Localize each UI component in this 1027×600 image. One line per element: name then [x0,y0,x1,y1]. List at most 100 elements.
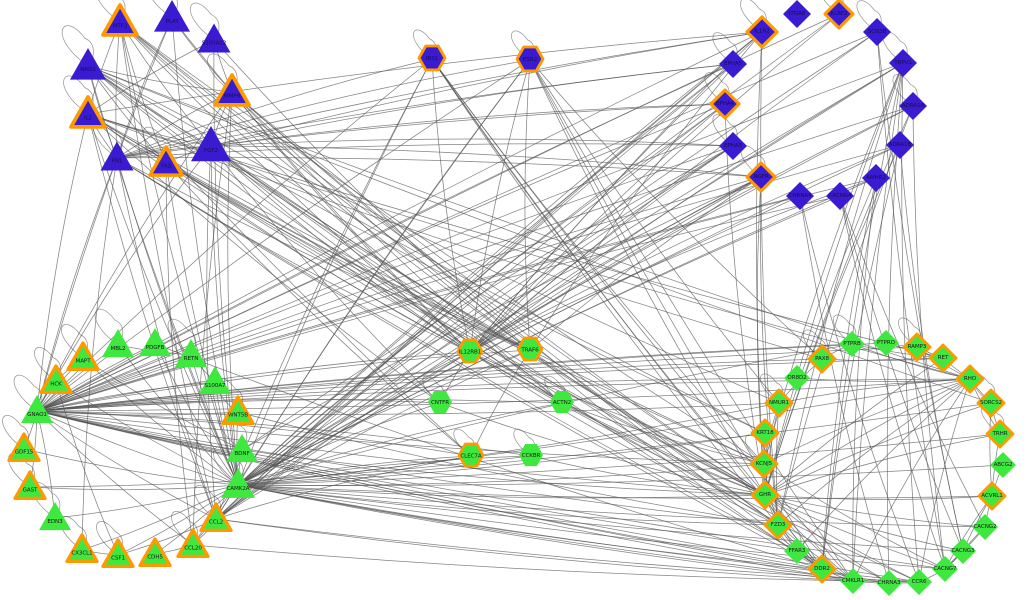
graph-node-epha5[interactable]: EPHA5 [717,48,749,80]
graph-node-cckbr[interactable]: CCKBR [517,442,545,470]
graph-node-ccr6[interactable]: CCR6 [904,567,934,597]
graph-node-ptpro[interactable]: PTPRO [871,328,901,358]
graph-edge [821,144,901,570]
diamond-shape [950,538,976,564]
graph-node-mbl2[interactable]: MBL2 [100,327,136,363]
graph-node-itga8[interactable]: ITGA8 [781,0,813,30]
graph-edge [724,103,766,496]
graph-node-cntfr[interactable]: CNTFR [426,389,454,417]
graph-node-il12rb1[interactable]: IL12RB1 [453,335,486,368]
graph-edge [119,21,531,351]
graph-edge [469,105,914,353]
graph-node-nrg1[interactable]: NRG1 [68,46,108,86]
graph-node-trhr[interactable]: TRHR [982,416,1018,452]
graph-edge [876,31,946,570]
diamond-shape [899,92,927,120]
diamond-shape [863,18,891,46]
graph-node-fn1[interactable]: FN1 [99,140,136,177]
graph-edge [764,62,904,496]
graph-node-trpv1[interactable]: TRPV1 [887,47,919,79]
diamond-shape [750,480,780,510]
graph-node-gnao1[interactable]: GNAO1 [19,393,55,429]
graph-edge [237,195,801,486]
graph-node-esr2[interactable]: ESR2 [512,42,548,78]
hexagon-shape [516,336,544,362]
graph-edge [36,177,877,412]
graph-edge [36,31,763,412]
graph-edge [210,103,726,147]
graph-node-traf6[interactable]: TRAF6 [513,333,546,366]
graph-node-klrf2[interactable]: KLRF2 [820,0,858,33]
graph-node-fas[interactable]: FAS [144,141,187,184]
graph-edge [231,91,766,496]
graph-edge [469,13,840,353]
graph-node-csf1[interactable]: CSF1 [98,535,139,576]
graph-edge [87,65,766,496]
graph-edge [237,484,779,526]
graph-node-chrna4[interactable]: CHRNA4 [784,180,816,212]
diamond-shape [783,0,811,28]
graph-node-ddr2[interactable]: DDR2 [804,551,840,587]
graph-node-mmp9[interactable]: MMP9 [209,69,254,114]
graph-edge [237,62,904,486]
graph-edge [87,113,766,496]
diamond-shape [784,365,810,391]
graph-node-adra1b[interactable]: ADRA1B [884,129,916,161]
graph-edge [36,59,531,412]
graph-edge [87,65,233,93]
graph-node-ngfr[interactable]: NGFR [742,158,780,196]
graph-node-cx3cl1[interactable]: CX3CL1 [62,530,103,571]
graph-edge [116,157,239,486]
triangle-shape [100,141,134,171]
diamond-shape [928,343,958,373]
graph-node-bdnf[interactable]: BDNF [224,432,260,468]
graph-node-mtf2[interactable]: MTF2 [97,0,142,45]
graph-node-irs1[interactable]: IRS1 [414,41,450,77]
graph-node-plat[interactable]: PLAT [152,0,192,38]
graph-edge [760,176,779,526]
graph-node-abcg2[interactable]: ABCG2 [988,450,1018,480]
graph-edge [190,354,239,486]
graph-edge [241,176,762,451]
graph-node-actn2[interactable]: ACTN2 [548,389,576,417]
graph-node-gdf15[interactable]: GDF15 [4,429,45,470]
graph-edge [36,343,156,412]
triangle-shape [138,537,172,568]
graph-node-epha4[interactable]: EPHA4 [706,85,744,123]
graph-node-wnt5b[interactable]: WNT5B [218,392,259,433]
graph-node-fgf2[interactable]: FGF2 [189,124,233,168]
graph-edge [764,433,1001,496]
graph-edge [777,378,971,526]
graph-node-cacng4[interactable]: CACNG4 [824,180,856,212]
triangle-shape [66,341,100,372]
graph-edge [237,484,890,584]
graph-edge [764,494,964,552]
graph-node-cmklr1[interactable]: CMKLR1 [838,566,868,596]
graph-node-clec7a[interactable]: CLEC7A [454,439,487,472]
graph-node-ptprb[interactable]: PTPRB [837,329,867,359]
graph-edge [215,59,531,520]
graph-edge [36,410,217,520]
graph-node-acvrl1[interactable]: ACVRL1 [974,478,1010,514]
graph-node-scn3b[interactable]: SCN3B [861,16,893,48]
triangle-shape [65,533,99,564]
graph-edge [237,31,878,486]
graph-node-pdgfb[interactable]: PDGFB [137,326,173,362]
graph-node-amhr2[interactable]: AMHR2 [860,162,892,194]
graph-node-il2[interactable]: IL2 [65,91,110,136]
graph-node-adra1a[interactable]: ADRA1A [897,90,929,122]
graph-edge [529,176,762,351]
graph-edge [119,21,212,147]
graph-node-cacng7[interactable]: CACNG7 [930,554,960,584]
graph-node-cdh5[interactable]: CDH5 [135,534,176,575]
graph-edge [119,21,765,465]
graph-edge [530,455,766,496]
graph-node-s100a12[interactable]: S100A12 [196,22,233,59]
graph-node-chrna3[interactable]: CHRNA3 [874,568,904,598]
graph-edge [237,31,763,486]
diamond-shape [745,15,779,49]
graph-node-ccl20[interactable]: CCL20 [173,525,214,566]
graph-node-il1r2[interactable]: IL1R2 [742,12,783,53]
triangle-shape [13,470,47,501]
